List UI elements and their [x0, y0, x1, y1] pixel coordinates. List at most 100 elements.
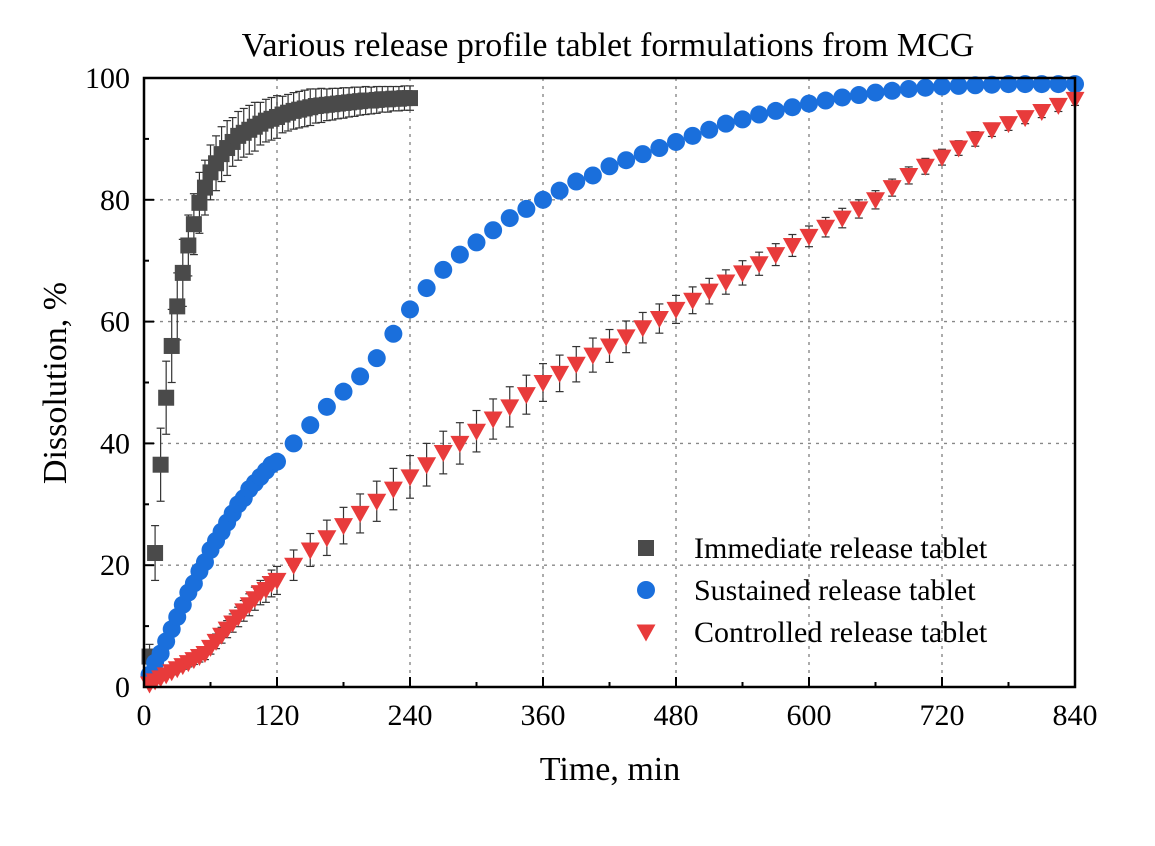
sustained-release-tablet-point: [999, 75, 1018, 94]
immediate-release-tablet-point: [169, 298, 186, 315]
sustained-release-tablet-point: [500, 209, 519, 228]
sustained-release-tablet-point: [467, 233, 486, 252]
controlled-release-tablet-point: [550, 365, 570, 383]
sustained-release-tablet-point: [1016, 75, 1035, 94]
immediate-release-tablet-point: [180, 237, 197, 254]
sustained-release-tablet-point: [783, 98, 802, 117]
controlled-release-tablet-point: [649, 311, 669, 329]
controlled-release-tablet-point: [367, 493, 387, 511]
sustained-release-tablet-point: [517, 199, 536, 218]
controlled-release-tablet-point: [483, 411, 503, 429]
controlled-release-tablet-point: [799, 228, 819, 246]
controlled-release-tablet-point: [433, 445, 453, 463]
x-axis-label: Time, min: [540, 751, 680, 788]
sustained-release-tablet-point: [949, 76, 968, 95]
x-tick-label: 240: [388, 699, 433, 732]
x-tick-label: 720: [920, 699, 965, 732]
immediate-release-tablet-point: [185, 216, 202, 233]
sustained-release-tablet-point: [284, 434, 303, 453]
y-tick-label: 20: [100, 549, 130, 582]
immediate-release-tablet-point: [191, 194, 208, 211]
controlled-release-tablet-point: [1032, 103, 1052, 121]
y-axis-label: Dissolution, %: [37, 282, 74, 484]
controlled-release-tablet-point: [600, 338, 619, 356]
sustained-release-tablet-point: [384, 324, 403, 343]
x-tick-label: 360: [521, 699, 566, 732]
controlled-release-tablet-point: [533, 375, 553, 392]
controlled-release-tablet-point: [334, 518, 353, 536]
sustained-release-tablet-point: [866, 83, 885, 102]
x-tick-label: 120: [255, 699, 300, 732]
sustained-release-tablet-point: [683, 126, 702, 145]
controlled-release-tablet-point: [566, 356, 586, 374]
sustained-release-tablet-point: [484, 221, 503, 240]
sustained-release-tablet-legend-marker: [637, 581, 655, 599]
controlled-release-tablet-point: [400, 469, 420, 487]
controlled-release-tablet-point: [317, 530, 337, 548]
controlled-release-tablet-point: [500, 399, 520, 417]
sustained-release-tablet-point: [367, 349, 386, 368]
controlled-release-tablet-point: [267, 572, 287, 590]
sustained-release-tablet-point: [1049, 75, 1068, 94]
sustained-release-tablet-point: [916, 78, 935, 97]
controlled-release-tablet-point: [816, 219, 836, 237]
sustained-release-tablet-point: [667, 132, 685, 151]
sustained-release-tablet-point: [766, 101, 785, 120]
controlled-release-tablet-point: [982, 122, 1002, 140]
sustained-release-tablet-point: [351, 367, 370, 386]
sustained-release-tablet-point: [899, 79, 918, 98]
controlled-release-tablet-point: [699, 283, 719, 301]
legend-label: Sustained release tablet: [694, 574, 976, 607]
sustained-release-tablet-point: [800, 94, 818, 113]
controlled-release-tablet-point: [932, 149, 952, 167]
sustained-release-tablet-point: [583, 166, 602, 185]
sustained-release-tablet-point: [534, 190, 552, 209]
controlled-release-tablet-point: [616, 329, 636, 347]
sustained-release-tablet-point: [849, 86, 868, 105]
sustained-release-tablet-point: [883, 81, 902, 100]
immediate-release-tablet-point: [196, 179, 213, 196]
chart-title: Various release profile tablet formulati…: [242, 27, 975, 64]
immediate-release-tablet-point: [402, 90, 418, 107]
immediate-release-tablet-point: [147, 545, 164, 562]
controlled-release-tablet-point: [683, 292, 703, 310]
controlled-release-tablet-point: [949, 140, 969, 158]
controlled-release-tablet-point: [284, 557, 304, 575]
x-tick-label: 480: [654, 699, 699, 732]
axis-ticks: [143, 77, 1076, 688]
controlled-release-tablet-point: [1015, 110, 1035, 128]
controlled-release-tablet-point: [633, 320, 653, 338]
sustained-release-tablet-point: [268, 452, 286, 471]
controlled-release-tablet-point: [516, 387, 536, 405]
sustained-release-tablet-point: [816, 91, 835, 110]
sustained-release-tablet-point: [1032, 75, 1051, 94]
sustained-release-tablet-point: [567, 172, 586, 191]
immediate-release-tablet-point: [158, 389, 175, 406]
sustained-release-tablet-point: [550, 181, 569, 200]
controlled-release-tablet-point: [866, 192, 885, 210]
y-tick-label: 0: [115, 671, 130, 704]
x-tick-label: 600: [787, 699, 832, 732]
controlled-release-tablet-point: [467, 423, 486, 441]
controlled-release-tablet-point: [1048, 97, 1068, 115]
y-tick-label: 100: [85, 62, 130, 95]
sustained-release-tablet-point: [750, 105, 769, 124]
controlled-release-tablet-point: [766, 247, 786, 265]
sustained-release-tablet-point: [417, 279, 436, 298]
controlled-release-tablet-point: [716, 274, 736, 292]
immediate-release-tablet-point: [152, 456, 169, 473]
sustained-release-tablet-point: [833, 88, 852, 107]
y-tick-label: 80: [100, 184, 130, 217]
legend: Immediate release tablet Sustained releas…: [636, 532, 988, 649]
controlled-release-tablet-point: [417, 457, 437, 475]
x-tick-label: 840: [1053, 699, 1098, 732]
y-tick-label: 40: [100, 427, 130, 460]
y-tick-label: 60: [100, 306, 130, 339]
sustained-release-tablet-point: [434, 260, 453, 279]
sustained-release-tablet-point: [700, 120, 719, 139]
sustained-release-tablet-point: [633, 145, 652, 164]
immediate-release-tablet-point: [163, 337, 180, 354]
x-tick-label: 0: [137, 699, 152, 732]
sustained-release-tablet-point: [650, 139, 669, 158]
